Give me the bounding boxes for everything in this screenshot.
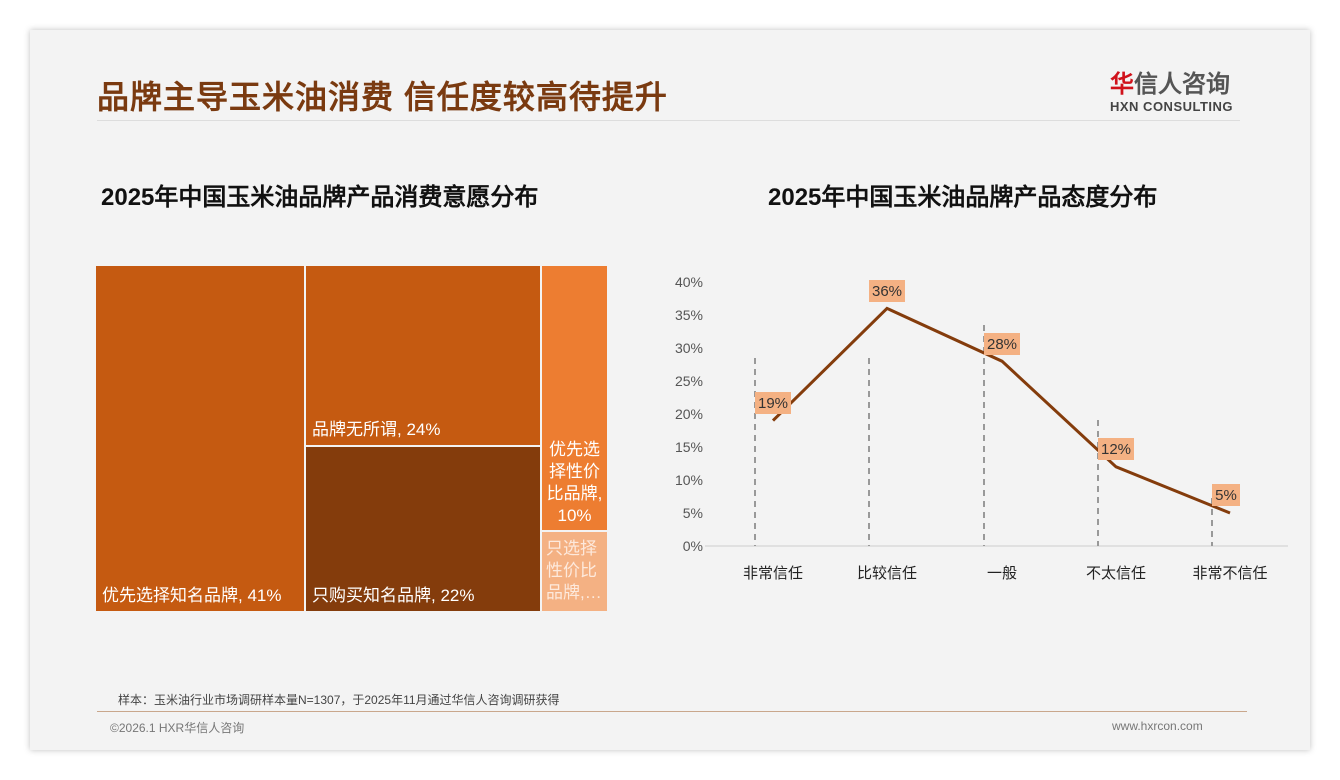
series-line bbox=[771, 306, 1231, 515]
y-tick-label: 40% bbox=[675, 274, 703, 290]
y-tick-label: 15% bbox=[675, 439, 703, 455]
y-tick-label: 20% bbox=[675, 406, 703, 422]
data-label-bg bbox=[755, 392, 791, 414]
data-label-bg bbox=[984, 333, 1020, 355]
data-label: 5% bbox=[1215, 487, 1237, 504]
treemap-label: 优先选择性价比品牌, 10% bbox=[546, 440, 603, 525]
data-label: 36% bbox=[872, 283, 902, 300]
treemap-label: 品牌无所谓, 24% bbox=[312, 420, 441, 439]
sample-note: 样本：玉米油行业市场调研样本量N=1307，于2025年11月通过华信人咨询调研… bbox=[118, 693, 560, 707]
line-chart-title: 2025年中国玉米油品牌产品态度分布 bbox=[768, 184, 1158, 211]
copyright: ©2026.1 HXR华信人咨询 bbox=[110, 721, 245, 735]
treemap-cell: 只购买知名品牌, 22% bbox=[305, 446, 541, 612]
treemap-label: 只购买知名品牌, 22% bbox=[312, 586, 475, 605]
treemap-cell: 优先选择知名品牌, 41% bbox=[95, 265, 305, 612]
data-label: 19% bbox=[758, 395, 788, 412]
y-tick-label: 5% bbox=[683, 505, 703, 521]
treemap-cell: 品牌无所谓, 24% bbox=[305, 265, 541, 446]
treemap-label: 优先选择知名品牌, 41% bbox=[102, 586, 282, 605]
treemap-title: 2025年中国玉米油品牌产品消费意愿分布 bbox=[101, 184, 539, 211]
x-tick-label: 非常不信任 bbox=[1192, 565, 1267, 582]
logo: 华信人咨询 HXN CONSULTING bbox=[1110, 64, 1233, 114]
page-title: 品牌主导玉米油消费 信任度较高待提升 bbox=[97, 79, 668, 115]
divider bbox=[97, 120, 1240, 121]
y-tick-label: 10% bbox=[675, 472, 703, 488]
data-label: 28% bbox=[987, 336, 1017, 353]
x-tick-label: 不太信任 bbox=[1086, 565, 1146, 582]
y-tick-label: 0% bbox=[683, 538, 703, 554]
x-tick-label: 非常信任 bbox=[743, 565, 803, 582]
data-label-bg bbox=[1212, 484, 1240, 506]
treemap-label: 只选择性价比品牌,… bbox=[546, 539, 602, 602]
logo-cn-rest: 信人咨询 bbox=[1134, 71, 1230, 98]
logo-cn-first: 华 bbox=[1110, 71, 1134, 98]
treemap-cell: 只选择性价比品牌,… bbox=[541, 531, 608, 612]
footer-divider bbox=[97, 711, 1247, 712]
y-tick-label: 25% bbox=[675, 373, 703, 389]
data-label: 12% bbox=[1101, 441, 1131, 458]
data-label-bg bbox=[869, 280, 905, 302]
y-tick-label: 35% bbox=[675, 307, 703, 323]
treemap-cell: 优先选择性价比品牌, 10% bbox=[541, 265, 608, 531]
x-tick-label: 一般 bbox=[987, 565, 1017, 582]
logo-en: HXN CONSULTING bbox=[1110, 99, 1234, 114]
data-label-bg bbox=[1098, 438, 1134, 460]
website-url: www.hxrcon.com bbox=[1112, 719, 1203, 733]
y-tick-label: 30% bbox=[675, 340, 703, 356]
x-tick-label: 比较信任 bbox=[857, 564, 917, 582]
